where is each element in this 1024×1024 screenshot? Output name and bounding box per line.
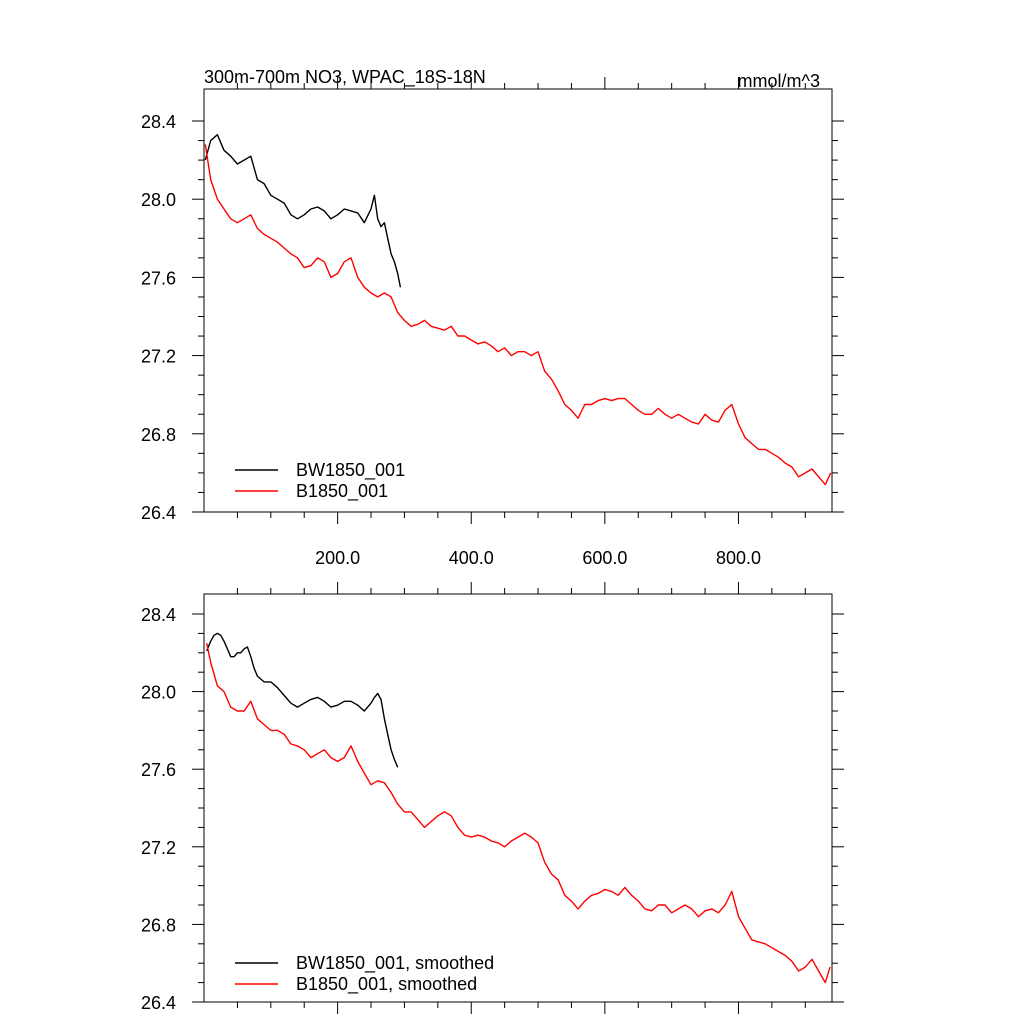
y-tick-label: 27.2 <box>141 347 176 367</box>
x-tick-label: 600.0 <box>582 548 627 568</box>
plot-frame <box>203 593 833 1003</box>
units-label: mmol/m^3 <box>738 71 820 91</box>
y-tick-label: 27.2 <box>141 838 176 858</box>
y-tick-label: 27.6 <box>141 268 176 288</box>
chart-title: 300m-700m NO3, WPAC_18S-18N <box>204 67 486 88</box>
y-tick-label: 26.4 <box>141 993 176 1013</box>
legend-label: BW1850_001, smoothed <box>296 953 494 974</box>
bottom-panel: 26.4 26.8 27.2 27.6 28.0 28.4 BW1850_001, smoo… <box>141 582 844 1014</box>
y-tick-label: 27.6 <box>141 760 176 780</box>
series-line-bw1850 <box>204 133 402 288</box>
y-tick-label: 26.8 <box>141 915 176 935</box>
series-line-b1850 <box>204 144 832 486</box>
x-tick-label: 800.0 <box>716 548 761 568</box>
y-tick-label: 28.0 <box>141 190 176 210</box>
y-tick-label: 26.4 <box>141 503 176 523</box>
y-tick-label: 28.0 <box>141 683 176 703</box>
legend-label: B1850_001 <box>296 481 388 502</box>
y-tick-label: 28.4 <box>141 605 176 625</box>
y-tick-label: 28.4 <box>141 112 176 132</box>
legend-label: BW1850_001 <box>296 460 405 481</box>
top-panel: 26.4 26.8 27.2 27.6 28.0 28.4 200.0 400.0 600.0 8… <box>141 77 844 568</box>
x-tick-label: 400.0 <box>449 548 494 568</box>
series-line-bw1850 <box>206 632 399 768</box>
y-tick-label: 26.8 <box>141 425 176 445</box>
series-line-b1850 <box>206 642 831 984</box>
x-tick-label: 200.0 <box>315 548 360 568</box>
plot-frame <box>203 88 833 513</box>
legend-label: B1850_001, smoothed <box>296 974 477 995</box>
